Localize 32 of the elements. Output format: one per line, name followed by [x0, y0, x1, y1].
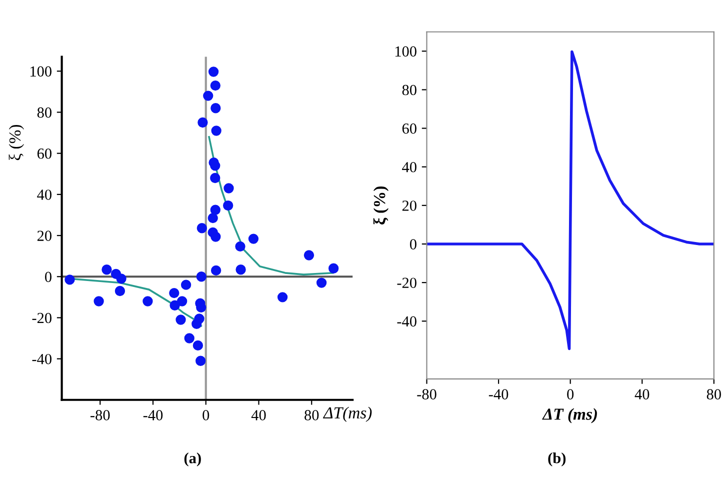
y-tick-label: 80	[402, 84, 416, 96]
y-axis-title: ξ (%)	[8, 124, 24, 160]
x-tick-label: -40	[488, 389, 508, 400]
x-axis-title: ΔT (ms)	[542, 408, 597, 424]
y-tick-label: -20	[32, 312, 52, 324]
y-tick-label: 20	[37, 230, 52, 241]
y-tick-label: 100	[395, 46, 416, 57]
x-tick-label: -40	[143, 410, 163, 420]
text: (a)	[184, 452, 201, 466]
y-tick-label: 0	[410, 239, 416, 250]
y-tick-label: -40	[397, 316, 416, 327]
x-tick-label: 0	[202, 410, 210, 420]
x-tick-label: 80	[304, 410, 319, 420]
y-tick-label: 20	[402, 200, 416, 211]
x-tick-label: 40	[634, 389, 650, 400]
text: (b)	[548, 452, 566, 466]
y-tick-label: 60	[402, 123, 416, 134]
y-tick-label: -20	[397, 278, 416, 288]
y-tick-label: 60	[37, 148, 52, 159]
y-tick-label: 100	[30, 66, 52, 77]
y-tick-label: -40	[32, 354, 52, 364]
x-tick-label: 40	[251, 410, 266, 420]
y-tick-label: 40	[37, 190, 52, 200]
x-axis-title: ΔT(ms)	[322, 406, 372, 422]
y-axis-title: ξ (%)	[373, 186, 389, 224]
y-tick-label: 0	[45, 272, 52, 282]
x-tick-label: 80	[706, 389, 721, 400]
x-tick-label: -80	[90, 410, 110, 420]
x-tick-label: -80	[417, 389, 436, 400]
y-tick-label: 40	[402, 162, 416, 172]
x-tick-label: 0	[567, 389, 574, 400]
y-tick-label: 80	[37, 107, 52, 118]
